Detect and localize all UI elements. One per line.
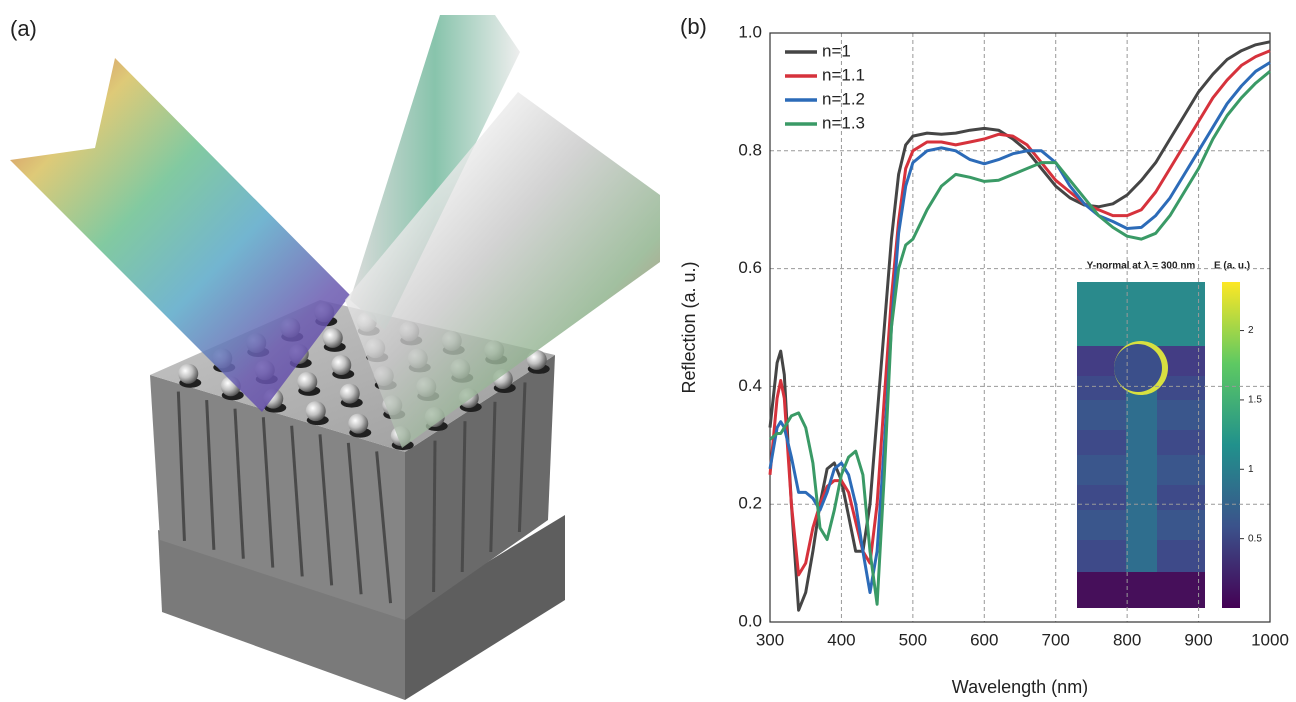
nanoparticle — [526, 349, 547, 370]
pillars — [176, 382, 527, 604]
x-tick-label: 1000 — [1251, 630, 1289, 649]
y-tick-label: 0.6 — [738, 258, 762, 277]
inset: Y-normal at λ = 300 nm E (a. u.) — [1077, 261, 1250, 608]
colorbar-tick-label: 1.5 — [1248, 395, 1262, 406]
series-line — [769, 70, 1271, 606]
y-axis-label: Reflection (a. u.) — [679, 261, 699, 393]
colorbar-tick-label: 0.5 — [1248, 533, 1262, 544]
inset-title: Y-normal at λ = 300 nm — [1087, 261, 1196, 272]
colorbar-tick-label: 1 — [1248, 464, 1254, 475]
panel-label: (a) — [10, 16, 37, 41]
nanoparticle — [348, 413, 369, 434]
reflected-beam — [345, 92, 660, 448]
colorbar — [1222, 282, 1240, 608]
colorbar-label: E (a. u.) — [1214, 261, 1250, 272]
pillar — [432, 440, 437, 593]
pillar — [517, 382, 527, 533]
field-map — [1114, 344, 1162, 392]
field-map — [1077, 572, 1205, 608]
colorbar-tick-label: 2 — [1248, 325, 1254, 336]
nanoparticle — [178, 363, 199, 384]
pillar — [489, 401, 497, 553]
pillar — [460, 421, 467, 573]
pillar — [375, 451, 393, 604]
pillar — [261, 417, 275, 568]
legend-label: n=1 — [822, 41, 851, 60]
pillar — [318, 434, 334, 586]
nanoparticle — [305, 401, 326, 422]
nanoparticle — [331, 355, 352, 375]
x-tick-label: 700 — [1042, 630, 1070, 649]
x-axis-label: Wavelength (nm) — [952, 677, 1088, 697]
x-tick-label: 500 — [899, 630, 927, 649]
cube-left — [150, 375, 405, 620]
y-tick-label: 0.0 — [738, 611, 762, 630]
pillar — [346, 442, 363, 595]
base-left — [158, 530, 405, 700]
plot-frame — [769, 32, 1271, 623]
legend-label: n=1.1 — [822, 65, 865, 84]
x-tick-label: 300 — [756, 630, 784, 649]
legend-label: n=1.3 — [822, 113, 865, 132]
pillar — [233, 408, 245, 559]
y-tick-label: 0.2 — [738, 494, 762, 513]
nanoparticle — [297, 371, 318, 392]
panel-label: (b) — [680, 14, 707, 39]
x-tick-label: 800 — [1113, 630, 1141, 649]
illustration — [10, 15, 660, 700]
pillar — [176, 391, 186, 541]
pillar — [290, 425, 304, 577]
x-tick-label: 900 — [1184, 630, 1212, 649]
x-tick-label: 400 — [827, 630, 855, 649]
base-right — [405, 515, 565, 700]
incident-beam — [10, 58, 350, 412]
y-tick-label: 0.8 — [738, 140, 762, 159]
cube-right — [405, 355, 555, 620]
pillar — [205, 400, 216, 550]
y-tick-label: 0.4 — [738, 376, 762, 395]
nanoparticle — [339, 383, 360, 404]
legend-label: n=1.2 — [822, 89, 865, 108]
x-tick-label: 600 — [970, 630, 998, 649]
field-map — [1077, 282, 1205, 346]
nanoparticle — [322, 327, 343, 348]
y-tick-label: 1.0 — [738, 22, 762, 41]
